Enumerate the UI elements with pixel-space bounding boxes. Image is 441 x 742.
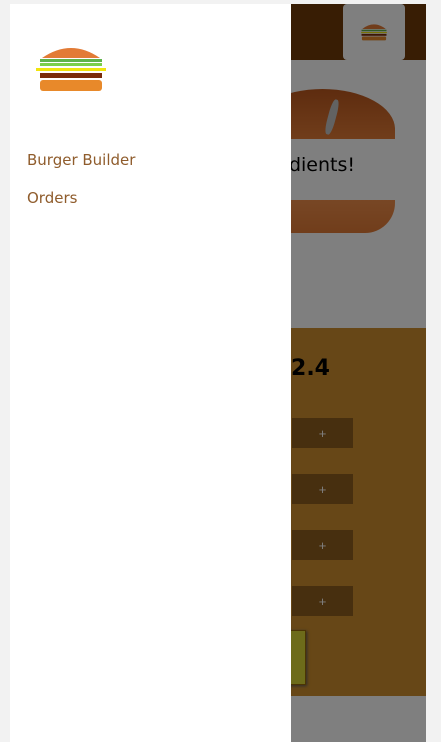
side-drawer: Burger Builder Orders xyxy=(10,4,291,742)
app-frame: edients! 2.4 + + + + Burger Builder Orde… xyxy=(10,4,426,742)
nav-item-burger-builder: Burger Builder xyxy=(27,150,135,188)
burger-logo-icon xyxy=(36,46,106,91)
nav-list: Burger Builder Orders xyxy=(27,150,135,226)
nav-item-orders: Orders xyxy=(27,188,135,226)
nav-link-burger-builder[interactable]: Burger Builder xyxy=(27,151,136,169)
nav-link-orders[interactable]: Orders xyxy=(27,189,78,207)
